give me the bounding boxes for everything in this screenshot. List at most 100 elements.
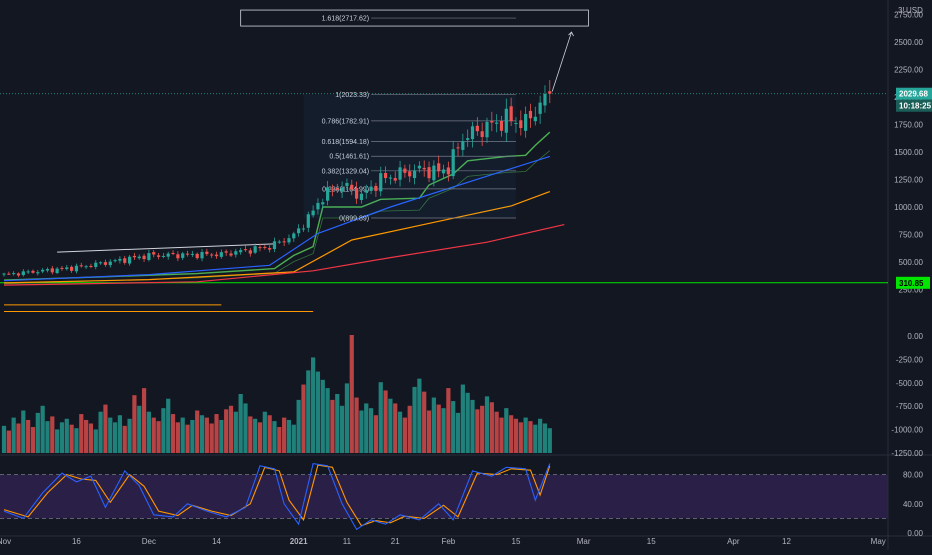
time-tick-label: Apr: [727, 537, 740, 546]
candle: [205, 251, 209, 255]
candle: [210, 254, 214, 256]
volume-bar: [103, 404, 108, 453]
candle: [509, 106, 513, 122]
time-tick-label: May: [871, 537, 886, 546]
candle: [466, 138, 470, 140]
candles: [2, 80, 552, 278]
volume-bar: [1, 425, 7, 453]
projection-arrow[interactable]: [551, 31, 572, 92]
candle: [398, 167, 402, 180]
volume-bar: [397, 411, 403, 453]
volume-bar: [354, 397, 359, 453]
countdown-tag: [896, 99, 932, 112]
volume-bar: [156, 421, 161, 453]
candle: [340, 187, 344, 192]
candle: [379, 173, 383, 192]
price-tags: 2029.68 10:18:25 310.85: [896, 87, 932, 289]
candle: [21, 271, 25, 276]
price-tick-label: 2250.00: [894, 66, 923, 75]
volume-bar: [45, 421, 50, 453]
stochastic-tick-label: 40.00: [903, 500, 924, 509]
volume-bar: [238, 394, 243, 453]
candle: [142, 255, 146, 260]
last-price-value: 2029.68: [899, 90, 928, 99]
volume-bar: [190, 419, 195, 453]
fib-label: 0.382(1329.04): [322, 168, 369, 175]
stochastic-tick-label: 80.00: [903, 471, 924, 480]
time-tick-label: Mar: [577, 537, 591, 546]
candle: [437, 163, 441, 172]
trend-line[interactable]: [57, 243, 275, 253]
volume-bar: [127, 418, 132, 453]
currency-label[interactable]: USD: [906, 6, 923, 15]
candle: [538, 102, 542, 114]
fib-label: 0(899.89): [339, 216, 369, 223]
volume-bar: [112, 422, 118, 453]
volume-bar: [79, 414, 84, 453]
axis-top-fragment: 3!: [898, 6, 905, 15]
volume-bar: [291, 424, 296, 453]
candle: [74, 265, 79, 272]
time-tick-label: Feb: [441, 537, 455, 546]
candle: [417, 165, 421, 169]
candle: [528, 110, 533, 119]
stochastic-tick-label: 0.00: [907, 529, 923, 538]
candle: [253, 246, 257, 253]
time-tick-label: 2021: [290, 537, 308, 546]
time-tick-label: Dec: [142, 537, 156, 546]
trend-line[interactable]: [57, 31, 574, 253]
fib-label: 0.236(1164.99): [322, 186, 369, 193]
candle: [354, 187, 359, 199]
stochastic-k-line: [3, 462, 551, 531]
candle: [41, 269, 45, 272]
candle: [103, 262, 108, 265]
candle: [277, 241, 281, 243]
candle: [485, 121, 489, 138]
candle: [499, 120, 504, 131]
candle: [79, 265, 83, 267]
candle: [243, 249, 248, 251]
volume-bar: [262, 411, 267, 453]
candle: [239, 250, 243, 253]
candle: [519, 120, 523, 129]
candle: [282, 241, 286, 243]
stochastic-band: [0, 474, 888, 519]
fib-target-box[interactable]: [240, 9, 589, 27]
candle: [321, 202, 325, 205]
candle: [65, 267, 69, 270]
candle: [16, 273, 21, 276]
candle: [359, 193, 364, 200]
volume-bar: [137, 405, 142, 453]
ema-line: [3, 191, 551, 284]
candle: [26, 271, 30, 273]
candle: [345, 182, 349, 187]
candle: [224, 251, 228, 253]
candle: [152, 252, 156, 255]
volume-bar: [533, 424, 538, 453]
candle: [200, 252, 204, 259]
candle: [311, 210, 315, 216]
candle: [123, 258, 127, 263]
candle: [292, 233, 296, 239]
volume-bar: [431, 397, 436, 453]
volume-bar: [489, 402, 494, 453]
support-value: 310.85: [899, 279, 924, 288]
stochastic-d-line: [3, 464, 551, 527]
candle: [127, 256, 132, 264]
candle: [533, 116, 537, 122]
price-tick-label: 1500.00: [894, 148, 923, 157]
volume-bar: [388, 398, 393, 453]
fibonacci-retracement[interactable]: 1.618(2717.62) 1(2023.33) 0.786(1782.91) 0.…: [240, 9, 589, 223]
time-axis[interactable]: Nov 16 Dec 14 2021 11 21 Feb 15 Mar 15 Apr 12 May: [0, 537, 886, 546]
candle: [12, 273, 16, 275]
volume-bar: [141, 388, 147, 453]
candle: [60, 267, 64, 269]
fib-zone: [303, 94, 516, 219]
time-tick-label: 11: [343, 537, 352, 546]
volume-bar: [480, 405, 485, 453]
volume-tick-label: 0.00: [907, 332, 923, 341]
volume-bar: [166, 398, 171, 453]
candle: [7, 273, 11, 275]
